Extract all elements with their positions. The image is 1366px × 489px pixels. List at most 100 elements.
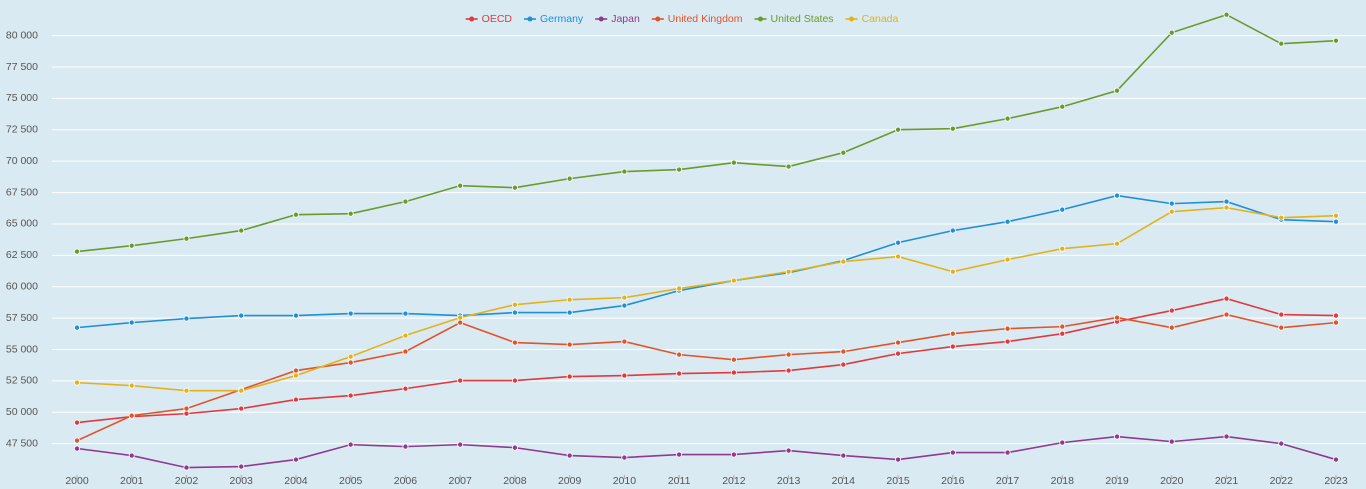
data-point: [511, 301, 518, 308]
y-tick-label: 60 000: [6, 280, 38, 292]
data-point: [621, 294, 628, 301]
data-point: [621, 302, 628, 309]
data-point: [74, 419, 81, 426]
y-tick-label: 67 500: [6, 186, 38, 198]
data-point: [840, 452, 847, 459]
y-tick-label: 65 000: [6, 218, 38, 230]
data-point: [183, 410, 190, 417]
legend-item: Japan: [595, 13, 640, 25]
series-line: [76, 13, 1337, 253]
data-point: [457, 182, 464, 189]
data-point: [785, 447, 792, 454]
data-point: [1168, 29, 1175, 36]
data-point: [1114, 433, 1121, 440]
x-tick-label: 2007: [448, 475, 472, 487]
data-point: [840, 258, 847, 265]
data-point: [238, 312, 245, 319]
data-point: [238, 227, 245, 234]
x-tick-label: 2009: [558, 475, 582, 487]
legend-swatch-dot: [849, 16, 855, 22]
data-point: [621, 454, 628, 461]
data-point: [676, 285, 683, 292]
x-tick-label: 2000: [65, 475, 89, 487]
data-point: [566, 373, 573, 380]
data-point: [74, 248, 81, 255]
x-tick-label: 2018: [1051, 475, 1075, 487]
data-point: [1278, 214, 1285, 221]
legend-label: United States: [771, 13, 834, 25]
data-point: [1059, 330, 1066, 337]
x-tick-label: 2022: [1270, 475, 1294, 487]
data-point: [74, 437, 81, 444]
legend-item: Germany: [524, 13, 584, 25]
legend-swatch-dot: [655, 16, 661, 22]
data-point: [895, 456, 902, 463]
data-point: [128, 382, 135, 389]
data-point: [402, 348, 409, 355]
data-point: [1223, 198, 1230, 205]
data-point: [183, 464, 190, 471]
data-point: [949, 449, 956, 456]
data-point: [566, 296, 573, 303]
data-point: [1278, 324, 1285, 331]
data-point: [183, 405, 190, 412]
data-point: [566, 309, 573, 316]
series-line: [76, 435, 1337, 469]
data-point: [1059, 103, 1066, 110]
data-point: [1223, 433, 1230, 440]
data-point: [1168, 200, 1175, 207]
data-point: [128, 242, 135, 249]
data-point: [676, 451, 683, 458]
data-point: [949, 268, 956, 275]
data-point: [1059, 323, 1066, 330]
data-point: [1278, 311, 1285, 318]
data-point: [292, 372, 299, 379]
data-point: [840, 348, 847, 355]
x-tick-label: 2001: [120, 475, 144, 487]
y-tick-label: 62 500: [6, 249, 38, 261]
data-point: [1333, 456, 1340, 463]
x-tick-label: 2004: [284, 475, 308, 487]
data-point: [949, 227, 956, 234]
data-point: [730, 369, 737, 376]
y-tick-label: 47 500: [6, 437, 38, 449]
series-line: [76, 297, 1337, 424]
data-point: [74, 379, 81, 386]
data-point: [74, 445, 81, 452]
data-point: [457, 377, 464, 384]
data-point: [1059, 206, 1066, 213]
data-point: [1168, 438, 1175, 445]
y-tick-label: 77 500: [6, 61, 38, 73]
series-line: [76, 194, 1337, 329]
data-point: [457, 314, 464, 321]
x-tick-label: 2023: [1324, 475, 1348, 487]
data-point: [1004, 338, 1011, 345]
legend-item: United States: [754, 13, 834, 25]
x-tick-label: 2011: [668, 475, 691, 487]
data-point: [1333, 212, 1340, 219]
data-point: [1004, 256, 1011, 263]
data-point: [895, 239, 902, 246]
data-point: [238, 405, 245, 412]
data-point: [402, 443, 409, 450]
data-point: [347, 310, 354, 317]
data-point: [1114, 192, 1121, 199]
data-point: [676, 166, 683, 173]
x-tick-label: 2020: [1160, 475, 1184, 487]
data-point: [621, 372, 628, 379]
data-point: [730, 451, 737, 458]
data-point: [402, 332, 409, 339]
data-point: [74, 324, 81, 331]
data-point: [1278, 440, 1285, 447]
data-point: [128, 319, 135, 326]
data-point: [1114, 240, 1121, 247]
data-point: [1168, 324, 1175, 331]
legend-swatch-dot: [758, 16, 764, 22]
x-tick-label: 2019: [1105, 475, 1129, 487]
data-point: [730, 277, 737, 284]
legend-swatch-dot: [598, 16, 604, 22]
x-tick-label: 2006: [394, 475, 418, 487]
legend-label: Germany: [540, 13, 584, 25]
data-point: [1168, 208, 1175, 215]
